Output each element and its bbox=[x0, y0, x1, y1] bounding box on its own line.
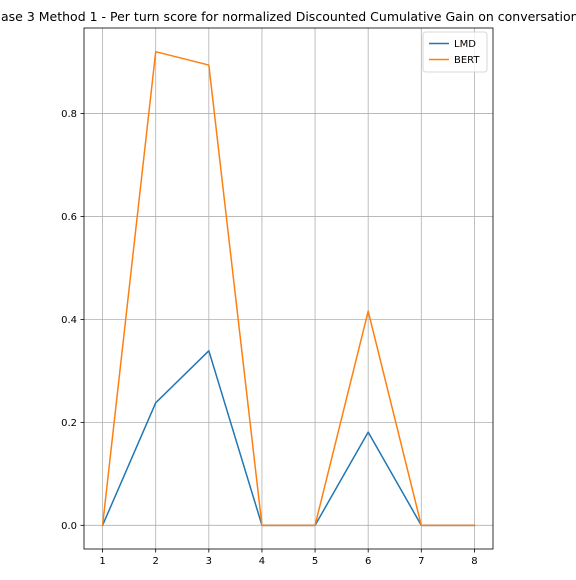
y-tick-label: 0.2 bbox=[61, 418, 77, 429]
x-tick-label: 4 bbox=[259, 556, 265, 567]
chart-title: Phase 3 Method 1 - Per turn score for no… bbox=[0, 9, 576, 24]
y-tick-label: 0.4 bbox=[61, 315, 77, 326]
y-tick-label: 0.8 bbox=[61, 109, 77, 120]
x-tick-label: 3 bbox=[206, 556, 212, 567]
legend-label: LMD bbox=[454, 39, 476, 50]
legend-box bbox=[422, 31, 488, 73]
legend: LMD BERT bbox=[422, 31, 488, 73]
axis-ticks: 1 2 3 4 5 6 7 8 0.0 0.2 0.4 0.6 0.8 bbox=[61, 109, 478, 567]
y-tick-label: 0.6 bbox=[61, 212, 77, 223]
legend-label: BERT bbox=[454, 55, 480, 66]
y-tick-label: 0.0 bbox=[61, 521, 77, 532]
plot-frame bbox=[83, 27, 494, 550]
grid-lines bbox=[84, 28, 493, 549]
x-tick-label: 5 bbox=[312, 556, 318, 567]
series-lines bbox=[101, 50, 476, 527]
x-tick-label: 6 bbox=[365, 556, 371, 567]
x-tick-label: 7 bbox=[418, 556, 424, 567]
x-tick-label: 2 bbox=[153, 556, 159, 567]
x-tick-label: 1 bbox=[99, 556, 105, 567]
series-line-bert bbox=[101, 50, 476, 527]
x-tick-label: 8 bbox=[471, 556, 477, 567]
